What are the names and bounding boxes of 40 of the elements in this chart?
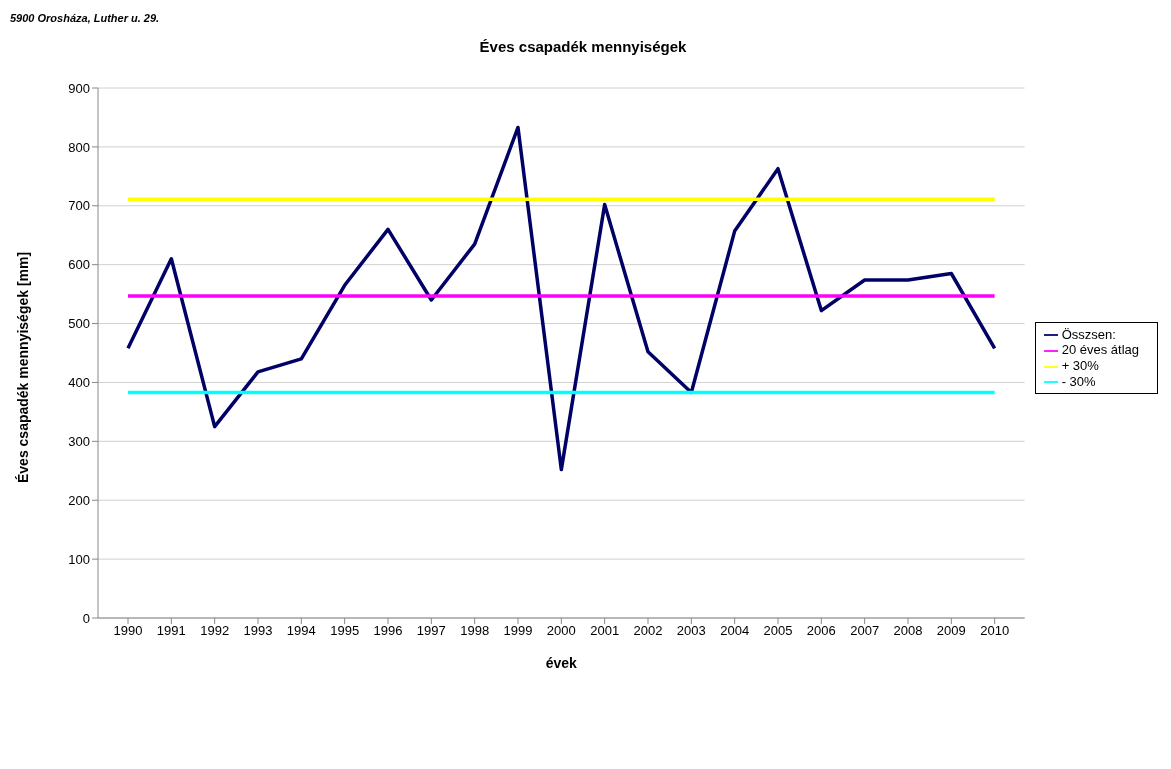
y-tick-label: 400 bbox=[68, 375, 90, 391]
x-tick-label: 1994 bbox=[286, 623, 316, 639]
legend-label: 20 éves átlag bbox=[1061, 342, 1139, 358]
x-tick-label: 2002 bbox=[633, 623, 663, 639]
x-tick-label: 1999 bbox=[503, 623, 533, 639]
legend-label: + 30% bbox=[1061, 358, 1099, 373]
y-tick-label: 800 bbox=[68, 139, 90, 155]
y-tick-label: 200 bbox=[68, 492, 90, 508]
x-tick-label: 2010 bbox=[980, 623, 1010, 639]
x-tick-label: 1993 bbox=[243, 623, 273, 639]
y-tick-label: 700 bbox=[68, 198, 90, 214]
y-tick-label: 300 bbox=[68, 433, 90, 449]
legend-label: - 30% bbox=[1061, 373, 1096, 389]
x-tick-label: 1995 bbox=[330, 623, 360, 639]
x-tick-label: 2003 bbox=[676, 623, 706, 639]
line-series bbox=[126, 125, 997, 472]
text: 5900 Orosháza, Luther u. 29. bbox=[10, 12, 160, 24]
y-tick-label: 500 bbox=[68, 316, 90, 332]
x-tick-label: 1990 bbox=[113, 623, 143, 639]
x-tick-label: 2000 bbox=[546, 623, 576, 639]
y-tick-label: 900 bbox=[68, 80, 90, 96]
x-tick-label: 2001 bbox=[590, 623, 620, 639]
legend-label: Összsen: bbox=[1061, 326, 1116, 342]
x-tick-label: 2005 bbox=[763, 623, 793, 639]
x-tick-label: 2004 bbox=[720, 623, 750, 639]
x-tick-label: 1997 bbox=[416, 623, 446, 639]
x-tick-label: 2006 bbox=[806, 623, 836, 639]
y-axis-title: Éves csapadék mennyiségek [mm] bbox=[14, 251, 31, 483]
x-tick-label: 1998 bbox=[460, 623, 490, 639]
x-tick-label: 2009 bbox=[936, 623, 966, 639]
chart-title: Éves csapadék mennyiségek bbox=[478, 38, 688, 55]
x-axis-title: évek bbox=[545, 655, 578, 671]
y-tick-label: 100 bbox=[68, 551, 90, 567]
x-tick-label: 1992 bbox=[200, 623, 230, 639]
y-tick-label: 0 bbox=[82, 610, 90, 626]
x-tick-label: 2008 bbox=[893, 623, 923, 639]
x-tick-label: 1996 bbox=[373, 623, 403, 639]
x-tick-label: 1991 bbox=[156, 623, 186, 639]
y-tick-label: 600 bbox=[68, 257, 90, 273]
x-tick-label: 2007 bbox=[850, 623, 880, 639]
